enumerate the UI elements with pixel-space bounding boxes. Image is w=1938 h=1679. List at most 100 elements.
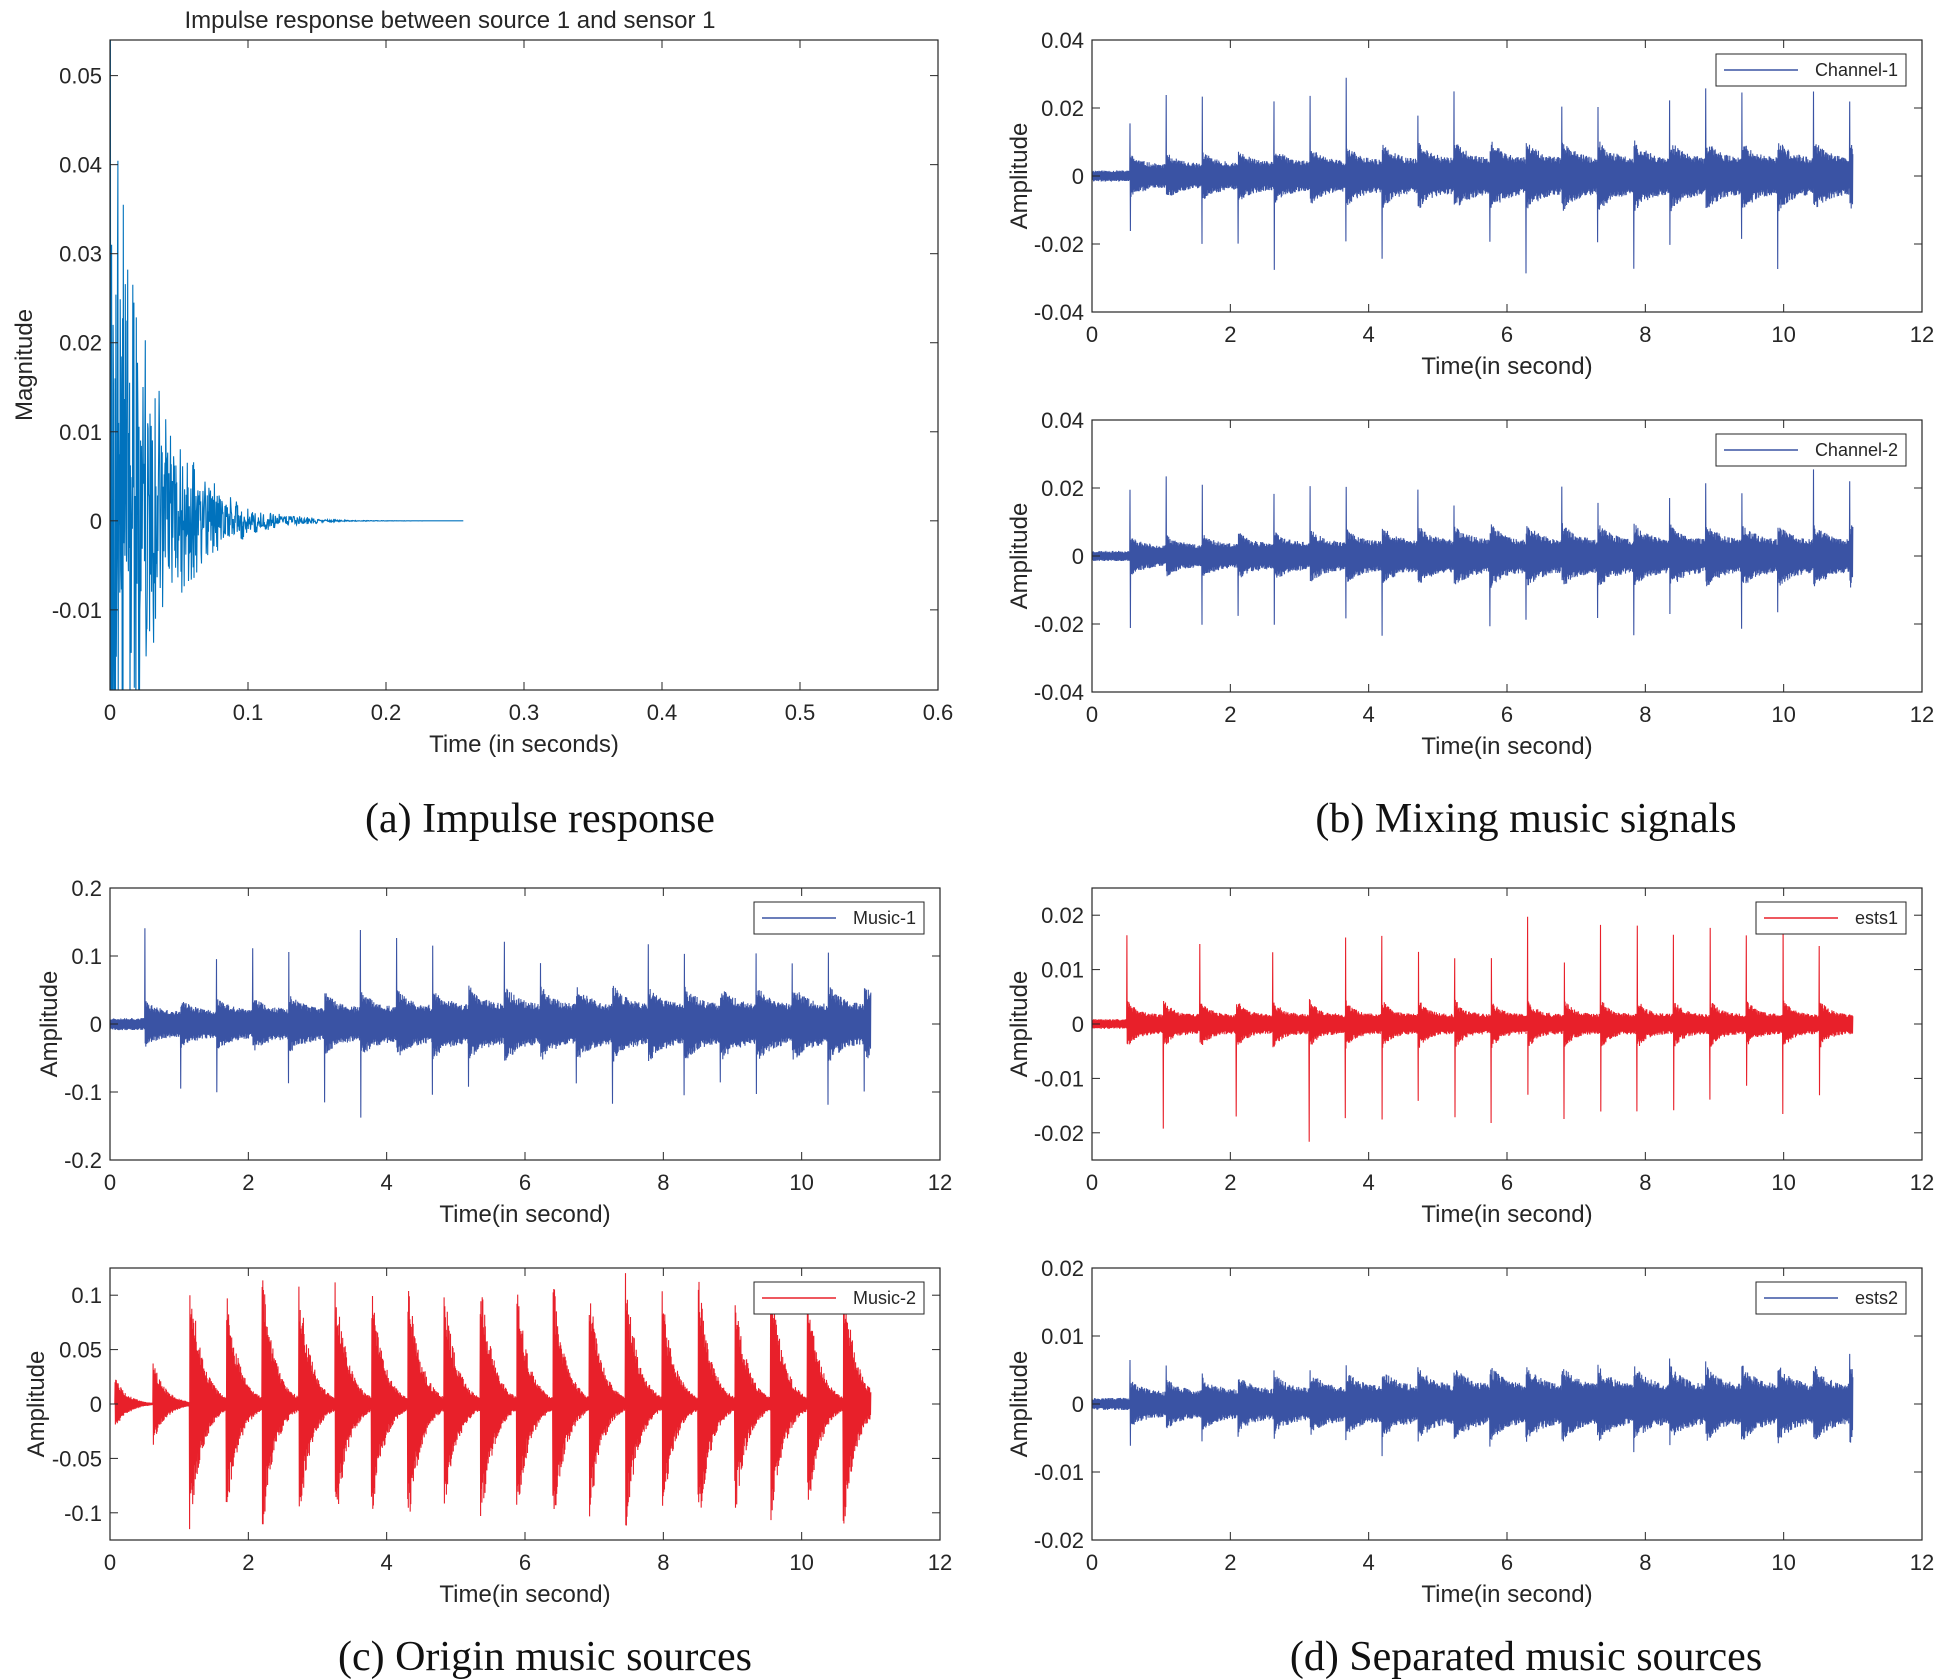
legend: ests1 [1755,901,1907,935]
x-axis-label: Time (in seconds) [429,731,619,758]
x-tick-label: 10 [1771,322,1795,347]
x-tick-label: 4 [1363,1550,1375,1575]
x-tick-label: 0.4 [647,700,678,725]
x-tick-label: 10 [1771,702,1795,727]
y-tick-label: -0.01 [1034,1066,1084,1091]
caption-d: (d) Separated music sources [1290,1634,1762,1679]
y-axis-label: Magnitude [11,309,38,421]
y-axis-label: Amplitude [1006,123,1033,230]
x-tick-label: 6 [1501,1170,1513,1195]
y-axis-label: Amplitude [36,971,63,1078]
x-tick-label: 12 [1910,1550,1934,1575]
y-tick-label: -0.01 [52,598,102,623]
x-axis-label: Time(in second) [1421,1581,1592,1608]
y-tick-label: 0.02 [1041,96,1084,121]
x-tick-label: 10 [1771,1170,1795,1195]
legend-label: Music-2 [853,1288,916,1308]
x-tick-label: 4 [1363,1170,1375,1195]
caption-b: (b) Mixing music signals [1315,796,1736,842]
caption-a: (a) Impulse response [365,796,715,842]
channel-1-plot: 0 2 4 6 8 10 12 -0.04 -0.02 0 0.02 0.04 Time(in seco… [1006,28,1934,380]
x-tick-label: 8 [1639,1170,1651,1195]
y-tick-label: 0.04 [59,153,102,178]
y-axis-label: Amplitude [1006,971,1033,1078]
y-tick-label: -0.02 [1034,232,1084,257]
x-axis-label: Time(in second) [439,1581,610,1608]
x-tick-label: 0 [1086,702,1098,727]
caption-c: (c) Origin music sources [338,1634,752,1679]
x-tick-label: 6 [519,1550,531,1575]
x-tick-label: 8 [1639,702,1651,727]
legend-label: ests2 [1855,1288,1898,1308]
x-tick-label: 0 [104,1550,116,1575]
y-tick-label: -0.05 [52,1446,102,1471]
x-tick-label: 10 [1771,1550,1795,1575]
plot-title: Impulse response between source 1 and se… [185,7,716,34]
x-tick-label: 0 [1086,1550,1098,1575]
y-tick-label: 0 [90,509,102,534]
y-tick-label: -0.02 [1034,1121,1084,1146]
y-tick-label: -0.1 [64,1080,102,1105]
legend: Channel-2 [1715,433,1907,467]
series-line-ests2 [1092,1353,1854,1457]
y-tick-label: -0.02 [1034,612,1084,637]
x-tick-label: 4 [1363,702,1375,727]
x-axis-label: Time(in second) [1421,353,1592,380]
legend-label: Music-1 [853,908,916,928]
x-tick-label: 4 [381,1550,393,1575]
legend-label: Channel-2 [1815,440,1898,460]
x-axis-label: Time(in second) [439,1201,610,1228]
plot-area [110,40,938,690]
y-tick-label: 0.04 [1041,408,1084,433]
legend-label: ests1 [1855,908,1898,928]
y-tick-label: 0.1 [71,944,102,969]
x-axis-label: Time(in second) [1421,733,1592,760]
x-tick-label: 2 [1224,1170,1236,1195]
x-tick-label: 8 [1639,1550,1651,1575]
y-tick-label: 0 [1072,1392,1084,1417]
y-tick-label: 0.1 [71,1283,102,1308]
x-tick-label: 0 [1086,1170,1098,1195]
series-line-channel-2 [1092,469,1854,636]
x-tick-label: 10 [789,1550,813,1575]
x-tick-label: 8 [1639,322,1651,347]
y-tick-label: 0.01 [1041,958,1084,983]
channel-2-plot: 0 2 4 6 8 10 12 -0.04 -0.02 0 0.02 0.04 Time(in seco… [1006,408,1934,760]
y-tick-label: 0.02 [59,331,102,356]
x-tick-label: 6 [1501,702,1513,727]
y-tick-label: 0.03 [59,242,102,267]
x-tick-label: 12 [1910,322,1934,347]
y-tick-label: -0.2 [64,1148,102,1173]
y-tick-label: 0.04 [1041,28,1084,53]
x-tick-label: 4 [381,1170,393,1195]
y-tick-label: 0.02 [1041,903,1084,928]
x-tick-label: 6 [519,1170,531,1195]
series-line-impulse response [110,40,464,690]
x-tick-label: 8 [657,1170,669,1195]
x-tick-label: 6 [1501,1550,1513,1575]
x-tick-label: 2 [1224,322,1236,347]
impulse-response-plot: 0 0.1 0.2 0.3 0.4 0.5 0.6 -0.01 0 0.01 0.02 0.03 0.0… [11,7,953,758]
legend: Music-1 [753,901,925,935]
x-tick-label: 0 [104,1170,116,1195]
y-tick-label: 0.2 [71,876,102,901]
x-tick-label: 4 [1363,322,1375,347]
y-tick-label: 0 [90,1392,102,1417]
x-tick-label: 12 [1910,702,1934,727]
x-tick-label: 12 [928,1550,952,1575]
ests1-plot: 0 2 4 6 8 10 12 -0.02 -0.01 0 0.01 0.02 Time(in seco… [1006,887,1934,1228]
x-tick-label: 0.2 [371,700,402,725]
series-line-channel-1 [1092,77,1854,274]
x-tick-label: 2 [1224,702,1236,727]
y-tick-label: 0 [1072,164,1084,189]
x-tick-label: 2 [242,1170,254,1195]
series-line-music-1 [110,928,872,1118]
legend: Channel-1 [1715,53,1907,87]
x-tick-label: 12 [928,1170,952,1195]
y-tick-label: 0 [90,1012,102,1037]
y-tick-label: -0.04 [1034,300,1084,325]
y-tick-label: 0.01 [59,420,102,445]
x-tick-label: 8 [657,1550,669,1575]
x-tick-label: 2 [242,1550,254,1575]
